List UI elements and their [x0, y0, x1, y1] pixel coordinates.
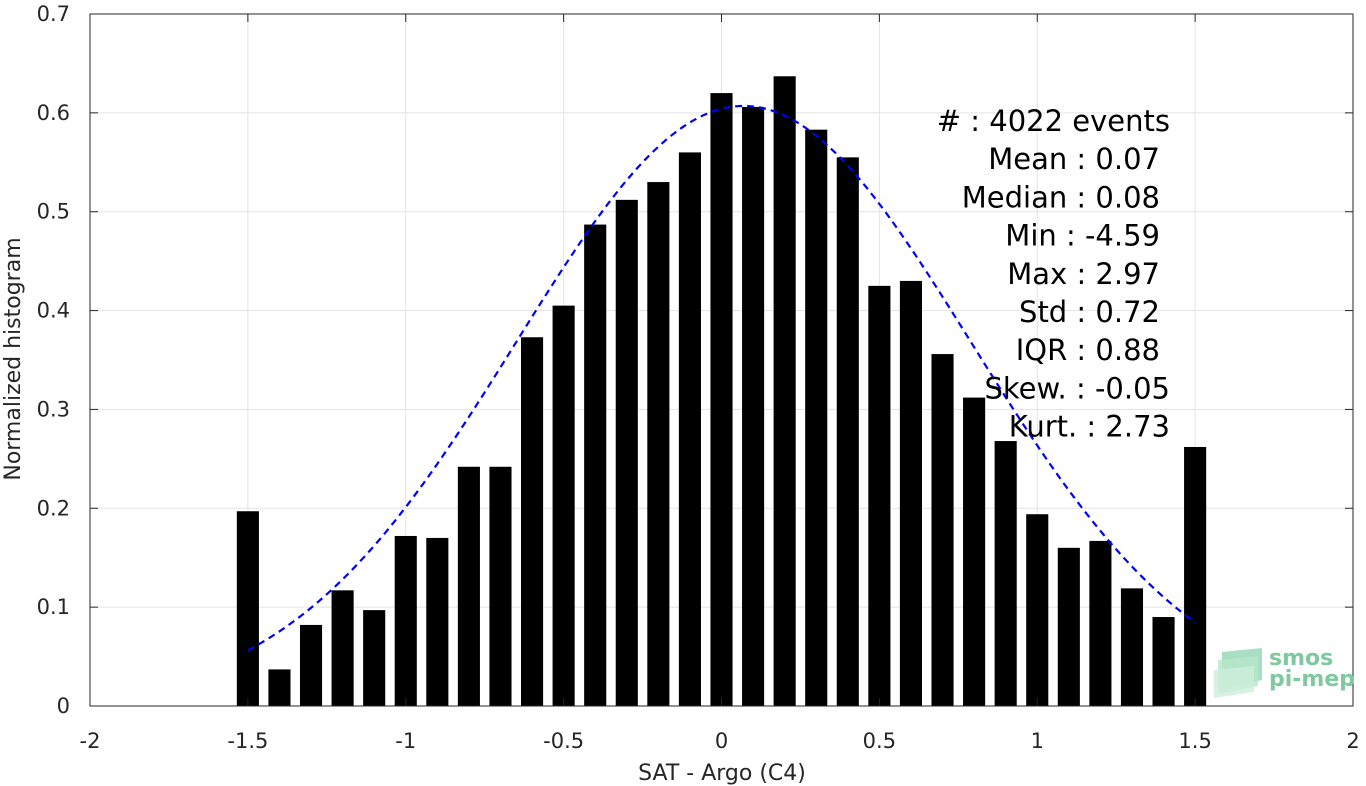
x-axis-title: SAT - Argo (C4) — [638, 761, 806, 786]
stats-annotation: # : 4022 events Mean : 0.07 Median : 0.08 M… — [937, 104, 1170, 444]
y-tick-label: 0.1 — [37, 595, 70, 619]
histogram-bar — [1089, 540, 1112, 706]
histogram-bar — [520, 337, 544, 706]
histogram-bar — [1184, 446, 1207, 706]
gaussian-fit-line — [247, 104, 1196, 652]
stat-line: Median : 0.08 — [962, 180, 1160, 214]
x-tick-label: 1.5 — [1178, 729, 1211, 753]
histogram-bar — [836, 157, 859, 707]
y-tick-label: 0.3 — [37, 397, 70, 421]
smos-pi-mep-logo: smos pi-mep — [1214, 646, 1355, 698]
histogram-bar — [899, 280, 923, 706]
histogram-bar — [1026, 514, 1049, 706]
y-tick-label: 0 — [57, 694, 70, 718]
stat-line: Max : 2.97 — [1007, 257, 1160, 291]
x-tick-labels: -2 -1.5 -1 -0.5 0 0.5 1 1.5 2 — [80, 729, 1360, 753]
histogram-bar — [931, 354, 954, 706]
stat-line: Mean : 0.07 — [988, 142, 1160, 176]
histogram-bar — [489, 466, 512, 706]
bars — [236, 76, 1207, 707]
histogram-bar — [1057, 547, 1080, 706]
histogram-bar — [426, 537, 449, 706]
histogram-bar — [552, 305, 575, 706]
histogram-bar — [742, 106, 765, 706]
histogram-bar — [1152, 617, 1175, 706]
y-tick-label: 0.4 — [37, 299, 70, 323]
stat-line: Skew. : -0.05 — [984, 371, 1170, 405]
histogram-bar — [647, 182, 670, 707]
histogram-bar — [773, 76, 796, 706]
x-tick-label: 0.5 — [863, 729, 896, 753]
y-tick-label: 0.6 — [37, 101, 70, 125]
histogram-bar — [394, 535, 417, 706]
stat-line: # : 4022 events — [937, 104, 1170, 138]
histogram-bar — [1120, 588, 1144, 706]
histogram-bar — [457, 466, 480, 706]
histogram-bar — [363, 610, 386, 706]
histogram-bar — [710, 93, 733, 707]
histogram-bar — [299, 624, 323, 706]
histogram-bar — [868, 285, 891, 706]
histogram-bar — [584, 224, 607, 706]
x-tick-label: 0 — [715, 729, 728, 753]
x-tick-label: 2 — [1346, 729, 1359, 753]
x-tick-label: -0.5 — [543, 729, 584, 753]
stat-line: Min : -4.59 — [1005, 219, 1160, 253]
stat-line: IQR : 0.88 — [1016, 333, 1160, 367]
histogram-bar — [994, 441, 1017, 706]
y-axis-title: Normalized histogram — [1, 237, 26, 480]
stat-line: Kurt. : 2.73 — [1009, 410, 1170, 444]
x-tick-label: 1 — [1031, 729, 1044, 753]
axes — [89, 13, 1354, 707]
histogram-bar — [615, 199, 638, 706]
histogram-bar — [805, 129, 828, 707]
histogram-bar — [678, 152, 701, 706]
logo-waves-icon — [1214, 648, 1262, 698]
logo-line2: pi-mep — [1269, 667, 1355, 692]
y-tick-label: 0.2 — [37, 496, 70, 520]
x-tick-label: -2 — [80, 729, 101, 753]
histogram-bar — [236, 511, 259, 706]
x-tick-label: -1.5 — [227, 729, 268, 753]
fit-curve-layer — [247, 104, 1196, 652]
stat-line: Std : 0.72 — [1019, 295, 1160, 329]
histogram-bar — [963, 397, 986, 706]
histogram-bar — [331, 590, 354, 706]
y-tick-label: 0.7 — [37, 2, 70, 26]
x-tick-label: -1 — [395, 729, 416, 753]
y-tick-label: 0.5 — [37, 200, 70, 224]
histogram-bar — [268, 669, 291, 706]
logo-line1: smos — [1269, 646, 1333, 671]
y-tick-labels: 0 0.1 0.2 0.3 0.4 0.5 0.6 0.7 — [37, 2, 70, 718]
